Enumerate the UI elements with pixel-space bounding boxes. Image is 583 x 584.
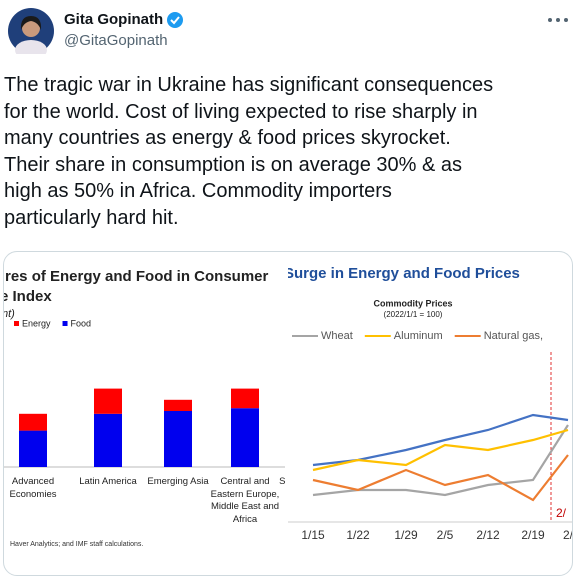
tweet-text: The tragic war in Ukraine has significan… xyxy=(4,72,493,231)
bar xyxy=(94,388,122,414)
tweet-line: for the world. Cost of living expected t… xyxy=(4,100,478,123)
legend-label: Aluminum xyxy=(394,330,443,342)
legend-swatch xyxy=(14,321,19,326)
x-tick-label: Sul xyxy=(279,476,285,487)
legend-label: Wheat xyxy=(321,330,353,342)
source-note: Haver Analytics; and IMF staff calculati… xyxy=(10,541,144,548)
chart-subtitle: nt) xyxy=(4,308,15,320)
tweet-line: high as 50% in Africa. Commodity importe… xyxy=(4,180,392,202)
verified-badge xyxy=(167,12,183,28)
x-tick-label: Emerging Asia xyxy=(147,476,209,487)
more-menu[interactable] xyxy=(546,14,570,26)
x-tick-label: 2/12 xyxy=(476,528,500,542)
chart-subtitle: Commodity Prices xyxy=(373,298,452,308)
chart-title: e Index xyxy=(4,288,52,305)
bar xyxy=(19,430,47,467)
tweet-line: particularly hard hit. xyxy=(4,206,179,229)
x-tick-label: 2/5 xyxy=(437,528,454,542)
legend-label: Natural gas, xyxy=(484,330,543,342)
tweet-line: many countries as energy & food prices s… xyxy=(4,127,451,149)
chart-image[interactable]: Surge in Energy and Food Prices Commodity… xyxy=(288,252,572,575)
chart-title: res of Energy and Food in Consumer xyxy=(5,268,269,285)
bar xyxy=(164,411,192,467)
x-tick-label: 1/15 xyxy=(301,528,325,542)
x-tick-label: 1/22 xyxy=(346,528,370,542)
chart-image[interactable]: res of Energy and Food in Consumer e Inde… xyxy=(4,252,285,575)
chart-title: Surge in Energy and Food Prices xyxy=(288,265,520,282)
annotation: 2/ xyxy=(556,506,567,520)
legend-label: Energy xyxy=(22,318,51,328)
x-tick-label: Latin America xyxy=(79,476,137,487)
chart: Surge in Energy and Food Prices Commodity… xyxy=(288,265,572,542)
bar xyxy=(94,413,122,467)
chart: res of Energy and Food in Consumer e Inde… xyxy=(4,268,285,468)
handle[interactable]: @GitaGopinath xyxy=(64,32,168,49)
tweet-line: The tragic war in Ukraine has significan… xyxy=(4,74,494,96)
legend-label: Food xyxy=(71,318,92,328)
tweet-line: Their share in consumption is on average… xyxy=(4,153,463,176)
x-tick-label: 2/19 xyxy=(521,528,545,542)
avatar[interactable] xyxy=(8,8,54,54)
bar xyxy=(19,413,47,431)
display-name[interactable]: Gita Gopinath xyxy=(64,11,164,28)
x-tick-label: 2/ xyxy=(563,528,572,542)
bar xyxy=(231,408,259,467)
series-line xyxy=(312,428,569,472)
bar xyxy=(231,388,259,409)
media[interactable]: res of Energy and Food in Consumer e Inde… xyxy=(3,251,573,576)
series-line xyxy=(312,454,569,502)
chart-subtitle: (2022/1/1 = 100) xyxy=(384,310,443,319)
bar xyxy=(164,399,192,411)
x-tick-label: 1/29 xyxy=(394,528,418,542)
x-tick-label: Advanced Economies xyxy=(9,476,57,500)
x-tick-label: Central and Eastern Europe, Middle East … xyxy=(210,476,280,525)
legend-swatch xyxy=(62,321,68,326)
